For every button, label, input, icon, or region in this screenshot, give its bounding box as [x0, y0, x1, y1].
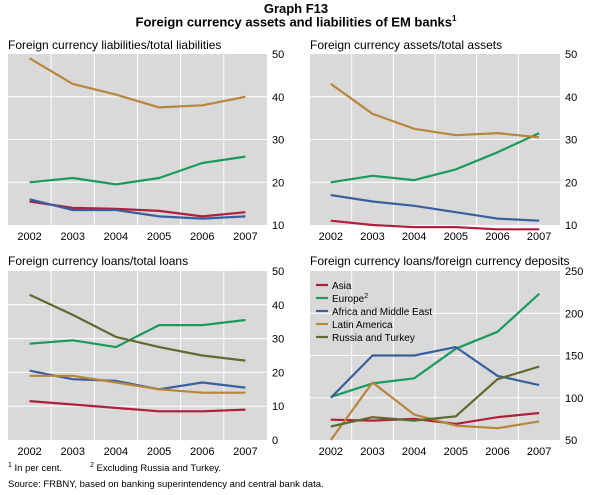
legend-label-asia: Asia [332, 281, 352, 292]
panel-2-ytick-label: 50 [565, 49, 577, 61]
panel-3-xtick-label: 2003 [61, 446, 85, 458]
panel-1-xtick-label: 2002 [17, 231, 41, 243]
panel-4-ytick-label: 50 [565, 435, 577, 447]
panel-2-series-latin-america [330, 83, 540, 139]
panel-3-ytick-label: 0 [272, 435, 278, 447]
legend-label-europe: Europe2 [332, 293, 368, 305]
panel-3-series-latin-america [29, 374, 246, 394]
figure-title-text: Foreign currency assets and liabilities … [135, 14, 452, 30]
panel-2-xtick-label: 2004 [402, 231, 426, 243]
panel-3-series-russia-and-turkey [29, 293, 246, 362]
panel-1-xtick-label: 2003 [61, 231, 85, 243]
panel-1-xtick-label: 2005 [147, 231, 171, 243]
panel-2-ytick-label: 30 [565, 135, 577, 147]
panel-3-series-europe [29, 318, 246, 349]
panel-4-xtick-label: 2003 [360, 446, 384, 458]
panel-title-liabilities: Foreign currency liabilities/total liabi… [8, 38, 222, 52]
panel-4-xtick-label: 2005 [444, 446, 468, 458]
footnote-1: 1 In per cent. [8, 462, 62, 474]
panel-4-series-russia-and-turkey [330, 365, 540, 428]
panel-4-xtick-label: 2006 [485, 446, 509, 458]
panel-2-ytick-label: 40 [565, 92, 577, 104]
panel-4-xtick-label: 2002 [319, 446, 343, 458]
panel-2-xtick-label: 2007 [527, 231, 551, 243]
footnote-2-number: 2 [90, 462, 94, 469]
panel-3-xtick-label: 2007 [233, 446, 257, 458]
panel-4-series-asia [330, 411, 540, 425]
panel-1-xtick-label: 2007 [233, 231, 257, 243]
figure-title-footnote: 1 [451, 14, 457, 23]
panel-1-ytick-label: 20 [272, 177, 284, 189]
panel-1-ytick-label: 50 [272, 49, 284, 61]
panel-3-ytick-label: 40 [272, 300, 284, 312]
panel-4-series-latin-america [329, 381, 540, 441]
panel-4-xtick-label: 2007 [527, 446, 551, 458]
panel-2-series-asia [330, 219, 540, 231]
panel-2-series-europe [330, 132, 540, 184]
panel-4-ytick-label: 150 [565, 351, 583, 363]
panel-3-ytick-label: 10 [272, 401, 284, 413]
panel-title-loans: Foreign currency loans/total loans [8, 254, 189, 268]
panel-title-loans-deposits: Foreign currency loans/foreign currency … [310, 254, 570, 268]
footnote-1-number: 1 [8, 462, 12, 469]
panel-1-ytick-label: 30 [272, 135, 284, 147]
panel-2-xtick-label: 2002 [319, 231, 343, 243]
panel-3-ytick-label: 20 [272, 367, 284, 379]
panel-2-xtick-label: 2006 [485, 231, 509, 243]
panel-4-ytick-label: 200 [565, 308, 583, 320]
panel-4-ytick-label: 250 [565, 266, 583, 278]
panel-4-xtick-label: 2004 [402, 446, 426, 458]
panel-3-xtick-label: 2006 [190, 446, 214, 458]
panel-3-ytick-label: 50 [272, 266, 284, 278]
panel-4-ytick-label: 100 [565, 393, 583, 405]
footnote-2-text: Excluding Russia and Turkey. [96, 463, 221, 475]
panel-2-xtick-label: 2003 [360, 231, 384, 243]
panel-2-xtick-label: 2005 [444, 231, 468, 243]
panel-4-series-europe [330, 292, 540, 398]
panel-1-ytick-label: 10 [272, 220, 284, 232]
legend-label-sup: 2 [364, 293, 368, 300]
panel-title-assets: Foreign currency assets/total assets [310, 38, 503, 52]
footnote-1-text: In per cent. [14, 463, 63, 475]
legend-label-africa-and-middle-east: Africa and Middle East [332, 307, 432, 318]
figure-title: Foreign currency assets and liabilities … [0, 14, 592, 29]
panel-3-ytick-label: 30 [272, 334, 284, 346]
footnote-2: 2 Excluding Russia and Turkey. [90, 462, 221, 474]
panel-1-xtick-label: 2006 [190, 231, 214, 243]
panel-1-xtick-label: 2004 [104, 231, 128, 243]
panel-1-ytick-label: 40 [272, 92, 284, 104]
panel-2-series-africa-and-middle-east [330, 194, 540, 222]
figure-label: Graph F13 [263, 1, 329, 16]
panel-1-series-europe [29, 155, 246, 186]
panel-3-xtick-label: 2002 [17, 446, 41, 458]
panel-1-series-africa-and-middle-east [29, 198, 246, 220]
panel-3-series-asia [29, 400, 246, 413]
source-note: Source: FRBNY, based on banking superint… [8, 479, 324, 490]
panel-3-xtick-label: 2004 [104, 446, 128, 458]
legend-label-latin-america: Latin America [332, 320, 393, 331]
legend-label-russia-and-turkey: Russia and Turkey [332, 333, 415, 344]
panel-1-series-asia [29, 200, 246, 218]
panel-2-ytick-label: 20 [565, 177, 577, 189]
panel-1-series-latin-america [29, 57, 246, 109]
panel-3-xtick-label: 2005 [147, 446, 171, 458]
panel-2-ytick-label: 10 [565, 220, 577, 232]
